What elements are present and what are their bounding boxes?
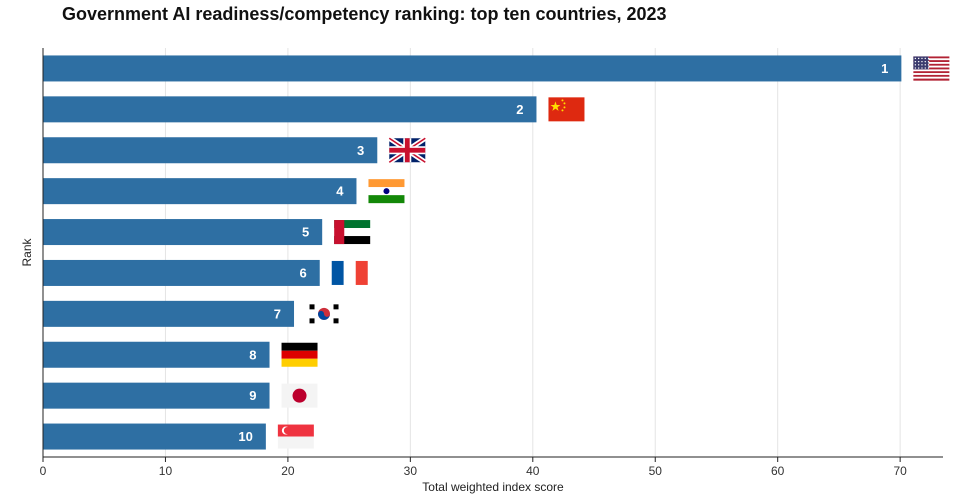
rank-label: 4 [336, 184, 344, 199]
x-axis-label: Total weighted index score [422, 480, 564, 494]
bar [43, 55, 902, 82]
rank-label: 2 [516, 102, 523, 117]
chart-title: Government AI readiness/competency ranki… [62, 4, 667, 24]
bar [43, 178, 357, 205]
rank-label: 3 [357, 143, 364, 158]
x-tick-label: 40 [526, 464, 540, 478]
rank-label: 10 [238, 429, 252, 444]
x-tick-label: 30 [404, 464, 418, 478]
united-kingdom-flag-icon [387, 136, 427, 165]
uae-flag-icon [334, 220, 371, 245]
united-states-flag-icon [913, 56, 950, 81]
bar [43, 259, 320, 286]
bar [43, 300, 295, 327]
x-tick-label: 10 [159, 464, 173, 478]
japan-flag-icon [281, 383, 318, 408]
bar [43, 341, 270, 368]
x-tick-label: 70 [893, 464, 907, 478]
bar [43, 423, 266, 450]
rank-label: 5 [302, 225, 309, 240]
bar [43, 382, 270, 409]
x-tick-label: 50 [649, 464, 663, 478]
rank-label: 1 [881, 61, 888, 76]
rank-label: 8 [249, 347, 256, 362]
rank-label: 6 [300, 265, 307, 280]
x-tick-label: 60 [771, 464, 785, 478]
singapore-flag-icon [277, 424, 314, 449]
germany-flag-icon [281, 342, 318, 367]
bar [43, 219, 323, 246]
bar [43, 96, 537, 123]
india-flag-icon [368, 179, 405, 204]
china-flag-icon [548, 97, 585, 122]
south-korea-flag-icon [306, 301, 343, 326]
bar [43, 137, 378, 164]
france-flag-icon [331, 260, 368, 285]
x-tick-label: 0 [40, 464, 47, 478]
rank-label: 7 [274, 306, 281, 321]
x-tick-label: 20 [281, 464, 295, 478]
y-axis-label: Rank [20, 237, 34, 266]
rank-label: 9 [249, 388, 256, 403]
